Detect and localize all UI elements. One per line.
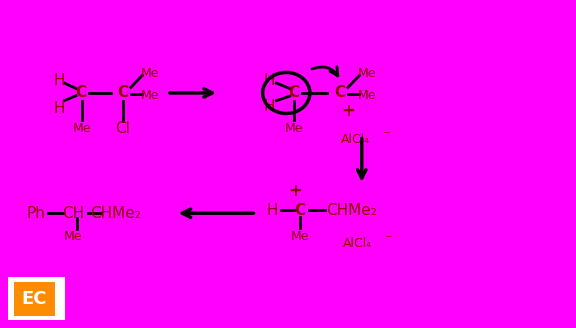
Text: AlCl₄: AlCl₄: [341, 133, 370, 146]
Text: C: C: [294, 203, 305, 218]
Text: H: H: [53, 73, 65, 89]
Text: CH: CH: [62, 206, 84, 221]
Text: Ph: Ph: [26, 206, 45, 221]
Text: C: C: [117, 85, 128, 100]
Text: +: +: [341, 102, 355, 120]
Text: H: H: [263, 73, 275, 89]
Text: Me: Me: [141, 67, 159, 80]
Text: ⁻: ⁻: [382, 130, 389, 144]
Text: C: C: [75, 85, 86, 100]
Text: AlCl₄: AlCl₄: [343, 237, 372, 250]
Text: H: H: [263, 99, 275, 114]
FancyBboxPatch shape: [8, 277, 65, 320]
Text: Me: Me: [141, 89, 159, 102]
Text: C: C: [288, 85, 300, 100]
Text: EC: EC: [22, 290, 47, 308]
FancyBboxPatch shape: [14, 282, 55, 316]
Text: Me: Me: [285, 122, 303, 135]
Text: Me: Me: [73, 122, 91, 135]
Text: Cl: Cl: [115, 121, 130, 136]
Text: ⁻: ⁻: [384, 234, 391, 248]
Text: H: H: [267, 203, 278, 218]
Text: H: H: [53, 101, 65, 116]
Text: Me: Me: [358, 89, 376, 102]
Text: +: +: [289, 182, 302, 200]
Text: AlCl₃: AlCl₃: [175, 68, 211, 83]
Text: Me: Me: [290, 230, 309, 243]
Text: Me: Me: [64, 230, 82, 243]
Text: CHMe₂: CHMe₂: [326, 203, 377, 218]
Text: PhH: PhH: [201, 184, 231, 199]
Text: CHMe₂: CHMe₂: [90, 206, 141, 221]
Text: C: C: [334, 85, 346, 100]
Text: Me: Me: [358, 67, 376, 80]
